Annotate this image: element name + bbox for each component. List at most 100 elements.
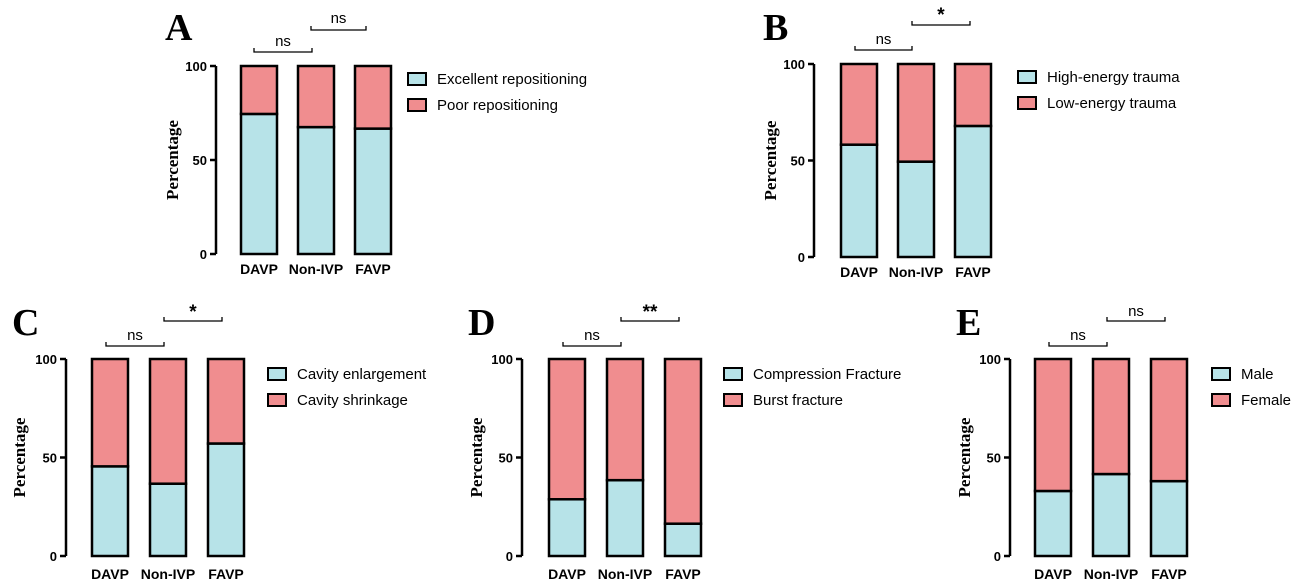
bar-favp-series-1 (353, 127, 393, 256)
bar-non-ivp-series-2 (605, 357, 645, 482)
x-tick-label: Non-IVP (1084, 566, 1138, 582)
bar-davp-series-2 (839, 62, 879, 146)
significance-label: ns (1128, 303, 1144, 320)
legend-swatch (267, 367, 287, 381)
x-tick-label: DAVP (91, 566, 129, 582)
significance-bracket (854, 46, 913, 51)
y-tick-label: 0 (506, 549, 513, 564)
panel-b: B Percentage 0 50 100 DAVP Non-IVP FAVP High-ene… (761, 5, 1180, 280)
significance-bracket (310, 26, 367, 31)
y-tick-label: 50 (499, 451, 513, 466)
y-tick-label: 100 (979, 352, 1001, 367)
significance-label: ns (127, 327, 143, 344)
x-tick-label: Non-IVP (141, 566, 195, 582)
legend-swatch (1017, 96, 1037, 110)
panel-letter: D (468, 302, 495, 344)
significance-bracket (1106, 317, 1166, 322)
y-axis-label: Percentage (10, 417, 29, 497)
bar-favp-series-2 (953, 62, 993, 128)
bar-favp-series-1 (953, 124, 993, 259)
x-tick-label: Non-IVP (289, 261, 343, 277)
legend-label: Excellent repositioning (437, 71, 587, 88)
significance-label: * (189, 302, 197, 323)
panel-letter: E (956, 302, 981, 344)
y-tick-label: 0 (798, 250, 805, 265)
bar-davp-series-1 (839, 143, 879, 259)
y-tick-label: 100 (783, 57, 805, 72)
y-tick-label: 0 (50, 549, 57, 564)
legend-swatch (1017, 70, 1037, 84)
x-tick-label: FAVP (665, 566, 701, 582)
y-tick-label: 0 (200, 247, 207, 262)
panel-letter: B (763, 7, 788, 49)
significance-bracket (562, 342, 622, 347)
bar-davp-series-1 (547, 498, 587, 558)
x-tick-label: DAVP (1034, 566, 1072, 582)
bar-non-ivp-series-1 (605, 478, 645, 558)
x-tick-label: Non-IVP (598, 566, 652, 582)
panel-letter: A (165, 7, 193, 49)
legend-label: Poor repositioning (437, 97, 558, 114)
panel-d: D Percentage 0 50 100 DAVP Non-IVP FAVP Compress… (467, 302, 901, 582)
y-tick-label: 100 (185, 59, 207, 74)
bar-non-ivp-series-1 (896, 160, 936, 259)
significance-label: ns (331, 10, 347, 27)
legend-label: Cavity enlargement (297, 366, 427, 383)
bar-davp-series-1 (90, 465, 130, 558)
legend-swatch (407, 98, 427, 112)
legend-label: Cavity shrinkage (297, 392, 408, 409)
bar-favp-series-2 (1149, 357, 1189, 483)
y-tick-label: 0 (994, 549, 1001, 564)
panel-e: E Percentage 0 50 100 DAVP Non-IVP FAVP Male Fema… (955, 302, 1291, 582)
significance-bracket (163, 317, 223, 322)
significance-bracket (911, 21, 971, 26)
bar-non-ivp-series-1 (148, 482, 188, 558)
x-tick-label: DAVP (840, 264, 878, 280)
legend-label: High-energy trauma (1047, 69, 1180, 86)
bar-davp-series-2 (239, 64, 279, 116)
significance-bracket (1048, 342, 1108, 347)
x-tick-label: FAVP (1151, 566, 1187, 582)
significance-label: ns (275, 33, 291, 50)
bar-non-ivp-series-1 (296, 125, 336, 256)
bar-davp-series-2 (90, 357, 130, 468)
x-tick-label: DAVP (240, 261, 278, 277)
significance-bracket (253, 48, 313, 53)
significance-label: ns (584, 327, 600, 344)
bar-favp-series-2 (353, 64, 393, 130)
significance-label: ns (1070, 327, 1086, 344)
significance-bracket (620, 317, 680, 322)
bar-favp-series-1 (206, 442, 246, 558)
panel-a: A Percentage 0 50 100 DAVP Non-IVP FAVP Excellen… (163, 7, 587, 277)
x-tick-label: Non-IVP (889, 264, 943, 280)
x-tick-label: DAVP (548, 566, 586, 582)
panel-letter: C (12, 302, 39, 344)
y-tick-label: 50 (987, 451, 1001, 466)
y-axis-label: Percentage (955, 417, 974, 497)
bar-non-ivp-series-2 (296, 64, 336, 129)
legend-label: Compression Fracture (753, 366, 901, 383)
legend-swatch (1211, 393, 1231, 407)
bar-favp-series-1 (663, 522, 703, 558)
bar-davp-series-2 (1033, 357, 1073, 493)
legend-label: Male (1241, 366, 1274, 383)
legend-label: Low-energy trauma (1047, 95, 1177, 112)
y-axis-label: Percentage (467, 417, 486, 497)
legend-swatch (723, 393, 743, 407)
significance-label: * (937, 5, 945, 26)
bar-davp-series-2 (547, 357, 587, 501)
legend-swatch (267, 393, 287, 407)
x-tick-label: FAVP (355, 261, 391, 277)
legend-swatch (407, 72, 427, 86)
y-axis-label: Percentage (163, 120, 182, 200)
legend-swatch (1211, 367, 1231, 381)
y-tick-label: 50 (193, 153, 207, 168)
x-tick-label: FAVP (955, 264, 991, 280)
x-tick-label: FAVP (208, 566, 244, 582)
legend-label: Burst fracture (753, 392, 843, 409)
bar-non-ivp-series-2 (896, 62, 936, 163)
y-axis-label: Percentage (761, 120, 780, 200)
bar-favp-series-2 (206, 357, 246, 445)
bar-non-ivp-series-1 (1091, 472, 1131, 558)
